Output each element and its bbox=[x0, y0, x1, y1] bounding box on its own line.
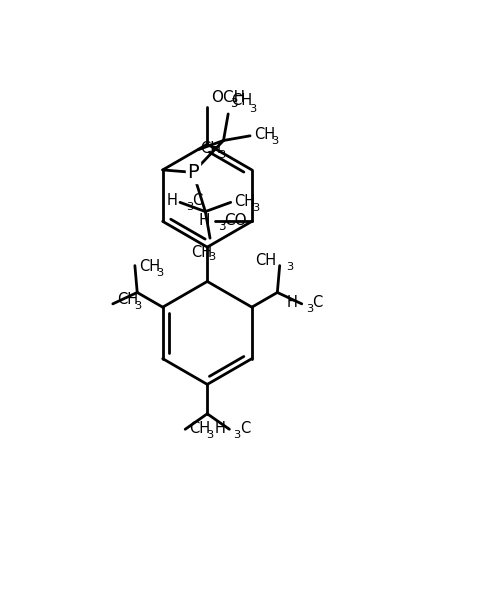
Text: 3: 3 bbox=[218, 150, 225, 160]
Text: CH: CH bbox=[117, 293, 138, 307]
Text: 3: 3 bbox=[186, 202, 193, 212]
Text: 3: 3 bbox=[134, 301, 141, 311]
Text: 3: 3 bbox=[209, 252, 216, 262]
Text: 3: 3 bbox=[206, 430, 213, 439]
Text: 3: 3 bbox=[306, 304, 313, 314]
Text: 3: 3 bbox=[218, 220, 226, 233]
Text: 3: 3 bbox=[285, 262, 293, 272]
Text: 3: 3 bbox=[230, 98, 238, 110]
Text: 3: 3 bbox=[156, 268, 163, 278]
Text: C: C bbox=[240, 421, 250, 436]
Text: 3: 3 bbox=[271, 136, 279, 146]
Text: H: H bbox=[199, 213, 210, 228]
Text: 3: 3 bbox=[249, 104, 256, 115]
Text: CH: CH bbox=[139, 259, 160, 274]
Text: H: H bbox=[214, 421, 225, 436]
Text: CH: CH bbox=[201, 141, 222, 156]
Text: CH: CH bbox=[232, 93, 253, 108]
Text: H: H bbox=[287, 296, 298, 310]
Text: CH: CH bbox=[255, 253, 276, 268]
Text: 3: 3 bbox=[252, 203, 259, 213]
Text: OCH: OCH bbox=[211, 90, 246, 105]
Text: CH: CH bbox=[191, 245, 212, 260]
Text: 3: 3 bbox=[234, 430, 241, 439]
Text: H: H bbox=[167, 194, 177, 208]
Text: P: P bbox=[187, 163, 199, 182]
Text: C: C bbox=[312, 296, 322, 310]
Text: CH: CH bbox=[254, 127, 275, 142]
Text: CO: CO bbox=[224, 213, 247, 228]
Text: CH: CH bbox=[189, 421, 210, 436]
Text: C: C bbox=[192, 194, 203, 208]
Text: CH: CH bbox=[235, 194, 256, 209]
